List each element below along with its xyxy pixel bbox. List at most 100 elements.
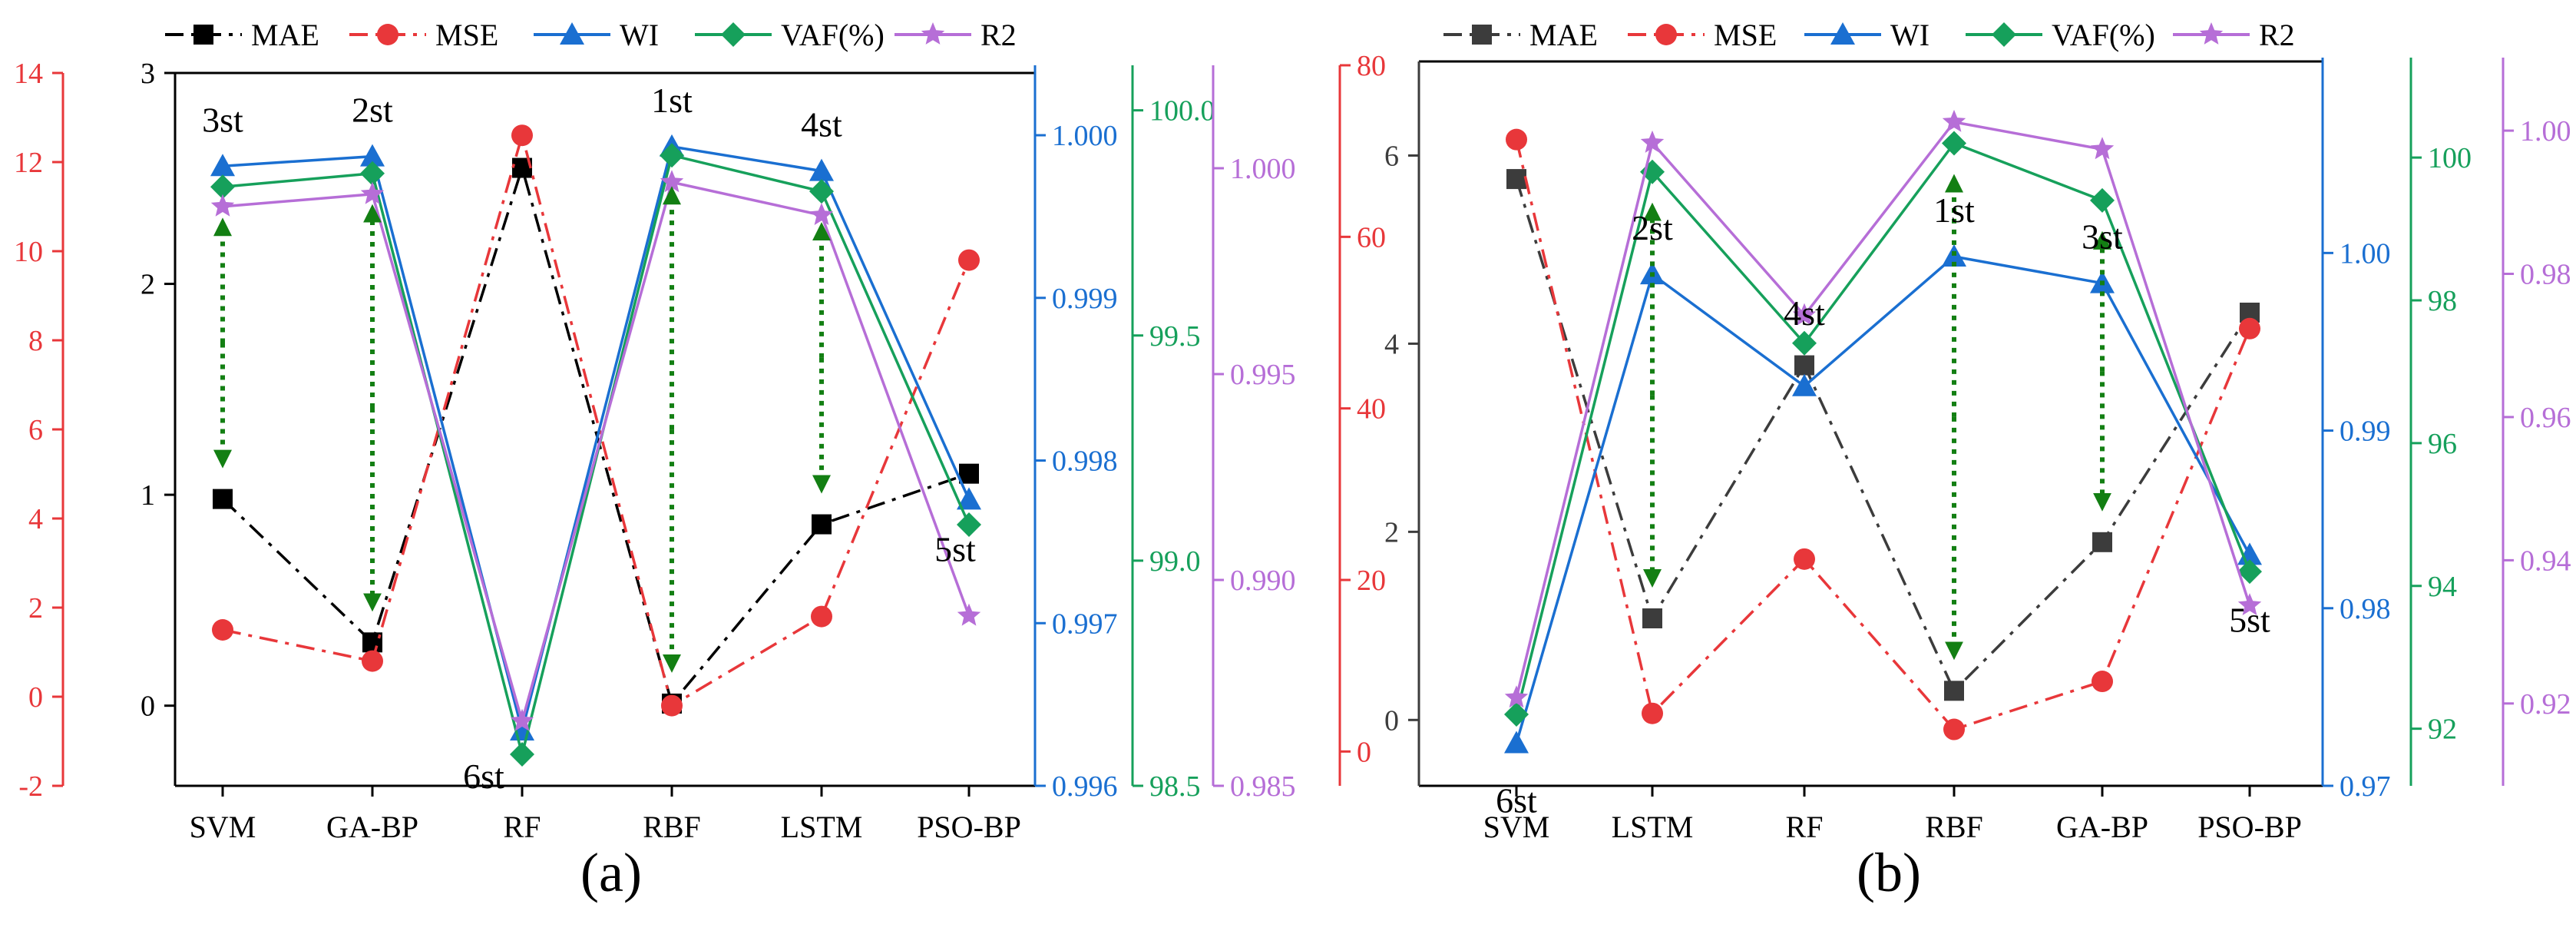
axis-tick-label: 99.0 [1149, 545, 1201, 578]
data-point [2092, 671, 2113, 693]
series-line [222, 144, 971, 736]
legend-label: MSE [435, 18, 498, 52]
axis-tick-label: 4 [28, 503, 43, 535]
legend-marker [560, 22, 584, 45]
legend-item-wi: WI [1804, 18, 1930, 52]
axis-wi: 0.97 0.98 0.99 1.00 [2321, 58, 2391, 803]
rank-label: 4st [1784, 293, 1825, 333]
legend-marker [2199, 22, 2224, 45]
series-vaf- [1504, 131, 2262, 727]
x-axis-category-label: PSO-BP [2197, 810, 2302, 844]
axis-tick-label: 0 [1357, 736, 1371, 768]
x-axis-category-label: RBF [1925, 810, 1983, 844]
data-point [809, 203, 834, 225]
data-point [360, 181, 385, 204]
rank-label: 6st [463, 757, 504, 796]
series-line [222, 130, 971, 708]
data-point [1642, 702, 1663, 724]
axis-tick-label: 60 [1357, 221, 1386, 253]
data-point [957, 603, 981, 626]
legend-label: MSE [1714, 18, 1777, 52]
axis-tick-label: 1 [141, 479, 155, 512]
series-line [1515, 141, 2251, 715]
series-mse [1506, 128, 2260, 740]
legend-item-vaf-: VAF(%) [1966, 18, 2155, 52]
axis-tick-label: 0.995 [1230, 359, 1296, 391]
panel-b-chart: 02460.970.980.991.00929496981000.920.940… [1384, 18, 2571, 903]
legend-marker [193, 25, 213, 45]
axis-tick-label: 0.999 [1052, 283, 1118, 315]
legend-marker [1992, 22, 2016, 47]
rank-label: 5st [2229, 600, 2270, 639]
axis-tick-label: 10 [14, 236, 43, 268]
axis-vaf-: 92 94 96 98 100 [2409, 58, 2472, 786]
legend-label: WI [1890, 18, 1930, 52]
data-point [1942, 109, 1966, 132]
axis-tick-label: 0.97 [2340, 770, 2391, 803]
legend-item-vaf-: VAF(%) [695, 18, 885, 52]
data-point [1942, 131, 1966, 156]
data-point [1506, 169, 1526, 190]
x-axis-category-label: GA-BP [326, 810, 418, 844]
data-point [1794, 355, 1814, 376]
axis-mse-right-: 0 20 40 60 80 [1338, 50, 1386, 786]
axis-tick-label: 99.5 [1149, 320, 1201, 353]
axis-tick-label: 0 [1384, 704, 1399, 737]
axis-tick-label: 0.99 [2340, 416, 2391, 448]
axis-tick-label: 0.985 [1230, 770, 1296, 803]
axis-vaf-: 98.5 99.0 99.5 100.0 [1131, 65, 1215, 803]
axis-tick-label: 6 [1384, 140, 1399, 172]
legend-marker [1655, 24, 1677, 45]
axis-tick-label: 80 [1357, 50, 1386, 82]
axis-tick-label: 2 [141, 269, 155, 301]
data-point [360, 161, 385, 186]
data-point [1504, 685, 1529, 708]
axis-tick-label: 1.000 [1052, 120, 1118, 152]
rank-label: 3st [202, 100, 243, 139]
legend-item-mae: MAE [1443, 18, 1598, 52]
data-point [510, 741, 534, 767]
rank-label: 1st [1933, 191, 1975, 230]
legend-label: VAF(%) [781, 18, 885, 52]
legend-marker [377, 24, 398, 45]
x-axis-category-label: RBF [643, 810, 701, 844]
x-axis-category-label: LSTM [781, 810, 863, 844]
axis-mse: -2 0 2 4 6 8 10 12 14 [14, 58, 64, 803]
axis-tick-label: 8 [28, 325, 43, 357]
axis-r2: 0.985 0.990 0.995 1.000 [1212, 65, 1296, 803]
series-mse [212, 124, 980, 717]
legend-item-mse: MSE [349, 18, 498, 52]
axis-tick-label: 0 [28, 681, 43, 714]
axis-tick-label: 0.98 [2520, 259, 2571, 291]
axis-tick-label: 0.998 [1052, 446, 1118, 478]
series-r2 [1504, 109, 2262, 708]
legend-label: MAE [251, 18, 319, 52]
axis-tick-label: 0.96 [2520, 402, 2571, 434]
series-line [222, 181, 971, 727]
series-wi [210, 134, 981, 741]
rank-label: 5st [934, 529, 976, 568]
data-point [957, 487, 981, 510]
axis-tick-label: 3 [141, 58, 155, 90]
legend-item-r2: R2 [894, 18, 1017, 52]
legend-label: WI [620, 18, 659, 52]
axis-wi: 0.996 0.997 0.998 0.999 1.000 [1033, 65, 1118, 803]
data-point [1792, 373, 1817, 396]
series-mae [1506, 169, 2260, 701]
x-axis-category-label: GA-BP [2056, 810, 2148, 844]
axis-tick-label: 100.0 [1149, 95, 1215, 128]
axis-tick-label: -2 [18, 770, 43, 803]
data-point [1642, 608, 1662, 629]
legend-item-wi: WI [534, 18, 659, 52]
axis-tick-label: 0.990 [1230, 565, 1296, 597]
data-point [2092, 532, 2112, 552]
legend-marker [1830, 22, 1855, 45]
data-point [1640, 130, 1665, 153]
data-point [1794, 548, 1815, 570]
data-point [212, 619, 233, 641]
data-point [1506, 128, 1527, 151]
axis-tick-label: 96 [2428, 428, 2457, 460]
axis-tick-label: 0.996 [1052, 770, 1118, 803]
axis-tick-label: 2 [28, 592, 43, 625]
